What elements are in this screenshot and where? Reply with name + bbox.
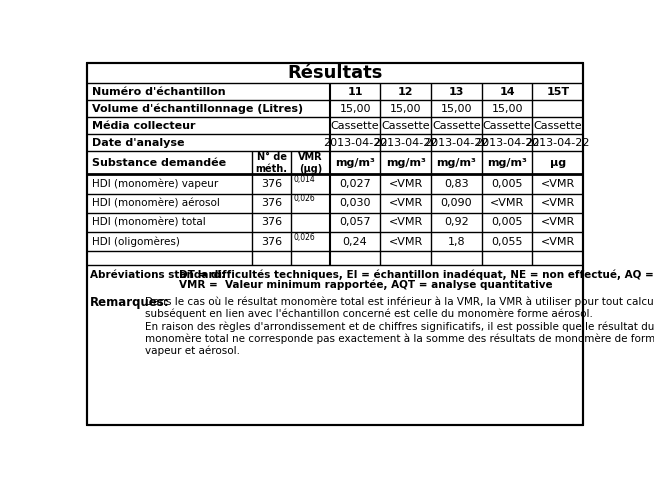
Text: 15T: 15T bbox=[546, 87, 570, 97]
Text: 0,090: 0,090 bbox=[441, 198, 472, 208]
Text: HDI (oligomères): HDI (oligomères) bbox=[92, 237, 180, 247]
Text: 0,026: 0,026 bbox=[294, 195, 315, 203]
Text: 15,00: 15,00 bbox=[441, 104, 472, 114]
Text: Cassette: Cassette bbox=[381, 121, 430, 131]
Text: Média collecteur: Média collecteur bbox=[92, 121, 196, 131]
Text: 2013-04-22: 2013-04-22 bbox=[323, 138, 387, 148]
Text: Résultats: Résultats bbox=[288, 64, 383, 82]
Text: Cassette: Cassette bbox=[483, 121, 532, 131]
Text: 0,057: 0,057 bbox=[339, 217, 371, 227]
Text: <VMR: <VMR bbox=[388, 179, 423, 189]
Text: <VMR: <VMR bbox=[541, 198, 575, 208]
Text: <VMR: <VMR bbox=[388, 217, 423, 227]
Text: 0,005: 0,005 bbox=[491, 217, 523, 227]
Text: 0,005: 0,005 bbox=[491, 179, 523, 189]
Text: 13: 13 bbox=[449, 87, 464, 97]
Text: Numéro d'échantillon: Numéro d'échantillon bbox=[92, 87, 226, 97]
Text: 14: 14 bbox=[500, 87, 515, 97]
Text: 15,00: 15,00 bbox=[339, 104, 371, 114]
Text: HDI (monomère) total: HDI (monomère) total bbox=[92, 217, 205, 227]
Text: 2013-04-22: 2013-04-22 bbox=[424, 138, 489, 148]
Text: 0,030: 0,030 bbox=[339, 198, 371, 208]
Text: 15,00: 15,00 bbox=[491, 104, 523, 114]
Text: Cassette: Cassette bbox=[534, 121, 582, 131]
Text: Substance demandée: Substance demandée bbox=[92, 158, 226, 168]
Text: Abréviations standard:: Abréviations standard: bbox=[90, 270, 226, 280]
Text: µg: µg bbox=[550, 158, 566, 168]
Text: mg/m³: mg/m³ bbox=[436, 158, 476, 168]
Text: N° de
méth.: N° de méth. bbox=[256, 152, 288, 174]
Text: 15,00: 15,00 bbox=[390, 104, 422, 114]
Text: 0,027: 0,027 bbox=[339, 179, 371, 189]
Text: En raison des règles d'arrondissement et de chiffres significatifs, il est possi: En raison des règles d'arrondissement et… bbox=[145, 321, 654, 356]
Text: Cassette: Cassette bbox=[432, 121, 481, 131]
Text: 376: 376 bbox=[261, 217, 282, 227]
Text: 0,92: 0,92 bbox=[444, 217, 469, 227]
Text: 0,055: 0,055 bbox=[491, 237, 523, 247]
Text: 376: 376 bbox=[261, 198, 282, 208]
Text: <VMR: <VMR bbox=[388, 198, 423, 208]
Text: HDI (monomère) aérosol: HDI (monomère) aérosol bbox=[92, 198, 220, 208]
Text: Dans le cas où le résultat monomère total est inférieur à la VMR, la VMR à utili: Dans le cas où le résultat monomère tota… bbox=[145, 296, 654, 318]
Text: Volume d'échantillonnage (Litres): Volume d'échantillonnage (Litres) bbox=[92, 104, 303, 114]
Text: <VMR: <VMR bbox=[490, 198, 525, 208]
Text: VMR =  Valeur minimum rapportée, AQT = analyse quantitative: VMR = Valeur minimum rapportée, AQT = an… bbox=[179, 280, 553, 290]
Text: mg/m³: mg/m³ bbox=[487, 158, 527, 168]
Text: HDI (monomère) vapeur: HDI (monomère) vapeur bbox=[92, 179, 218, 189]
Text: 0,24: 0,24 bbox=[343, 237, 368, 247]
Text: 0,014: 0,014 bbox=[294, 175, 315, 184]
Text: 11: 11 bbox=[347, 87, 363, 97]
Text: Date d'analyse: Date d'analyse bbox=[92, 138, 184, 148]
Text: mg/m³: mg/m³ bbox=[335, 158, 375, 168]
Text: mg/m³: mg/m³ bbox=[386, 158, 426, 168]
Text: 1,8: 1,8 bbox=[447, 237, 465, 247]
Text: DT = difficultés techniques, EI = échantillon inadéquat, NE = non effectué, AQ =: DT = difficultés techniques, EI = échant… bbox=[179, 270, 654, 280]
Text: Cassette: Cassette bbox=[331, 121, 379, 131]
Text: <VMR: <VMR bbox=[541, 179, 575, 189]
Text: Remarques:: Remarques: bbox=[90, 296, 170, 309]
Text: 376: 376 bbox=[261, 179, 282, 189]
Text: 2013-04-22: 2013-04-22 bbox=[526, 138, 590, 148]
Text: <VMR: <VMR bbox=[541, 217, 575, 227]
Text: 2013-04-22: 2013-04-22 bbox=[475, 138, 540, 148]
Text: 0,83: 0,83 bbox=[444, 179, 469, 189]
Text: 376: 376 bbox=[261, 237, 282, 247]
Text: 12: 12 bbox=[398, 87, 413, 97]
Text: <VMR: <VMR bbox=[388, 237, 423, 247]
Text: VMR
(µg): VMR (µg) bbox=[298, 152, 322, 174]
Text: 2013-04-22: 2013-04-22 bbox=[373, 138, 438, 148]
Text: <VMR: <VMR bbox=[541, 237, 575, 247]
Text: 0,026: 0,026 bbox=[294, 233, 315, 242]
